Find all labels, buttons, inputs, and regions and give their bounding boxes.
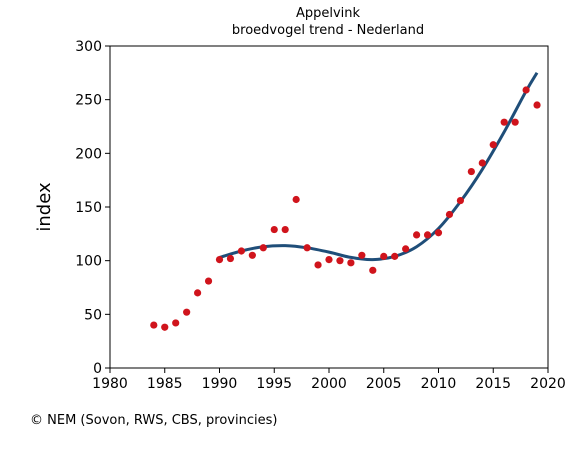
x-tick-label: 1980: [92, 376, 128, 392]
data-point: [358, 251, 366, 259]
data-point: [281, 225, 289, 234]
x-tick-label: 2005: [366, 376, 402, 392]
data-point: [369, 266, 377, 274]
y-axis-label: index: [34, 182, 55, 232]
data-point: [204, 277, 213, 285]
y-axis: 0 50 100 150 200 250 300: [75, 39, 110, 377]
data-point: [292, 195, 300, 204]
data-point: [336, 257, 344, 265]
data-point: [347, 259, 355, 267]
chart-subtitle: broedvogel trend - Nederland: [232, 23, 424, 38]
data-point: [445, 210, 454, 219]
data-point: [325, 255, 333, 264]
data-point: [226, 254, 235, 263]
trend-line: [219, 72, 539, 262]
data-point: [303, 244, 311, 252]
data-point: [270, 225, 278, 234]
x-tick-label: 1985: [147, 376, 183, 392]
data-point: [478, 159, 486, 167]
data-point: [423, 231, 432, 239]
x-tick-label: 2015: [475, 376, 511, 392]
data-point: [456, 196, 464, 205]
x-tick-label: 2020: [530, 376, 566, 392]
data-point: [522, 86, 530, 94]
data-point: [500, 118, 508, 126]
data-point: [237, 247, 245, 255]
chart-title: Appelvink: [296, 6, 361, 21]
x-tick-label: 2000: [311, 376, 347, 392]
data-point: [391, 252, 399, 260]
x-tick-label: 2010: [421, 376, 457, 392]
y-tick-label: 150: [75, 200, 102, 216]
y-tick-label: 100: [75, 254, 102, 270]
data-point: [215, 255, 224, 264]
data-point: [194, 289, 202, 297]
y-tick-label: 250: [75, 93, 102, 109]
x-axis: 1980 1985 1990 1995 2000 2005 2010 2015 2020: [92, 368, 566, 392]
data-point: [467, 167, 475, 176]
x-tick-label: 1990: [202, 376, 238, 392]
data-point: [161, 323, 169, 331]
data-point: [413, 231, 421, 239]
data-point: [489, 141, 497, 149]
data-point: [511, 118, 519, 126]
data-point: [259, 244, 267, 252]
data-point: [248, 251, 256, 259]
data-point: [533, 101, 541, 109]
source-credit: © NEM (Sovon, RWS, CBS, provincies): [30, 413, 278, 428]
data-point: [434, 229, 443, 237]
data-point: [314, 261, 322, 269]
data-point: [172, 319, 180, 327]
data-point: [150, 321, 158, 329]
x-tick-label: 1995: [256, 376, 292, 392]
data-point: [183, 308, 191, 316]
y-tick-label: 300: [75, 39, 102, 55]
data-points: [150, 86, 541, 331]
y-tick-label: 200: [75, 146, 102, 162]
y-tick-label: 0: [93, 361, 102, 377]
y-tick-label: 50: [84, 307, 102, 323]
data-point: [380, 252, 388, 260]
data-point: [402, 245, 410, 253]
